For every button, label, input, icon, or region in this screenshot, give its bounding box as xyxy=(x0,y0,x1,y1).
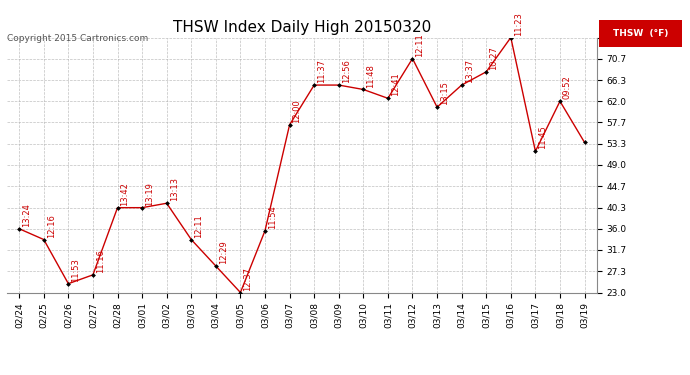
Point xyxy=(186,237,197,243)
Text: Copyright 2015 Cartronics.com: Copyright 2015 Cartronics.com xyxy=(7,34,148,43)
Point xyxy=(358,87,369,93)
Text: 11:54: 11:54 xyxy=(268,205,277,229)
Point xyxy=(382,95,393,101)
Point xyxy=(63,280,74,286)
Text: 13:13: 13:13 xyxy=(170,177,179,201)
Point xyxy=(38,237,49,243)
Point xyxy=(284,122,295,128)
Point xyxy=(210,263,221,269)
Point xyxy=(308,82,319,88)
Text: 11:45: 11:45 xyxy=(538,126,547,149)
Text: 12:16: 12:16 xyxy=(47,214,56,238)
Text: 12:11: 12:11 xyxy=(415,33,424,57)
Text: 13:19: 13:19 xyxy=(145,182,154,206)
Point xyxy=(505,34,516,40)
Text: 12:37: 12:37 xyxy=(244,267,253,291)
Point xyxy=(456,82,467,88)
Text: 11:16: 11:16 xyxy=(96,249,105,273)
Text: 10:27: 10:27 xyxy=(489,46,498,70)
Point xyxy=(579,140,590,146)
Point xyxy=(137,205,148,211)
Title: THSW Index Daily High 20150320: THSW Index Daily High 20150320 xyxy=(172,20,431,35)
Text: 12:00: 12:00 xyxy=(293,99,302,123)
Text: 13:24: 13:24 xyxy=(22,203,31,227)
Point xyxy=(259,228,270,234)
Text: 11:37: 11:37 xyxy=(317,59,326,83)
Text: 11:53: 11:53 xyxy=(71,258,80,282)
Text: 11:48: 11:48 xyxy=(366,64,375,87)
Text: 13:15: 13:15 xyxy=(440,81,449,105)
Point xyxy=(530,148,541,154)
Point xyxy=(14,226,25,232)
Text: 11:23: 11:23 xyxy=(514,12,523,36)
Text: 09:52: 09:52 xyxy=(563,75,572,99)
Point xyxy=(235,290,246,296)
Point xyxy=(431,104,442,110)
Text: 13:37: 13:37 xyxy=(464,59,473,83)
Point xyxy=(407,56,418,62)
Text: 13:42: 13:42 xyxy=(121,182,130,206)
Point xyxy=(112,205,123,211)
Text: 12:29: 12:29 xyxy=(219,240,228,264)
Text: THSW  (°F): THSW (°F) xyxy=(613,29,668,38)
Point xyxy=(161,200,172,206)
Point xyxy=(481,69,492,75)
Text: 12:56: 12:56 xyxy=(342,59,351,83)
Point xyxy=(555,98,566,104)
Text: 12:11: 12:11 xyxy=(194,214,204,238)
Point xyxy=(333,82,344,88)
Text: 12:41: 12:41 xyxy=(391,73,400,96)
Point xyxy=(88,272,99,278)
